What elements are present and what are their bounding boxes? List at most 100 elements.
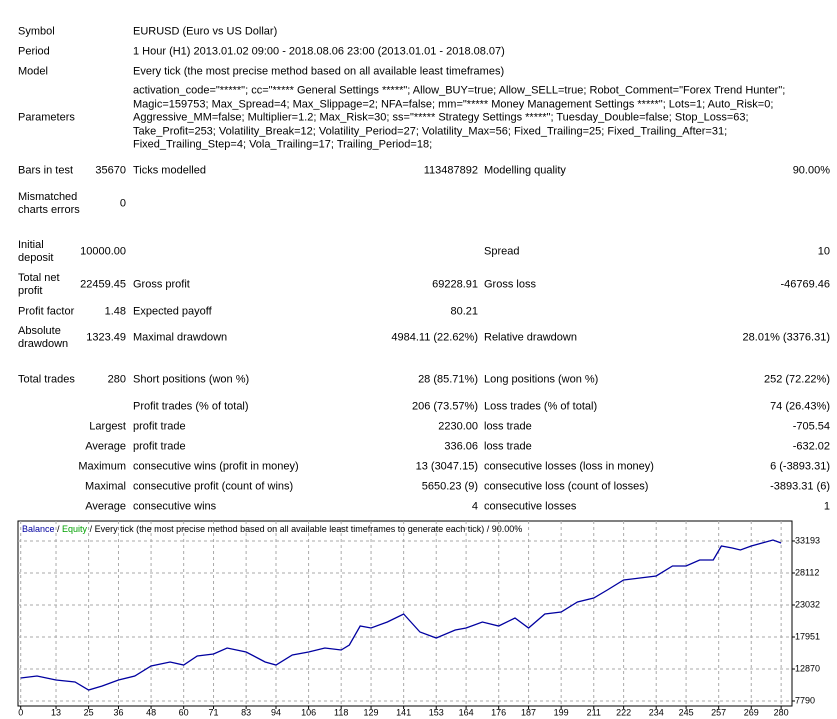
stat-label: consecutive losses — [484, 500, 577, 513]
stat-label: Spread — [484, 245, 520, 258]
stat-label: loss trade — [484, 440, 532, 453]
stat-label: consecutive losses (loss in money) — [484, 460, 654, 473]
stat-value: 80.21 — [450, 305, 478, 318]
x-tick-label: 60 — [179, 707, 189, 717]
x-tick-label: 94 — [271, 707, 281, 717]
y-tick-label: 23032 — [795, 599, 820, 609]
y-tick-label: 33193 — [795, 535, 820, 545]
stat-value: Average — [85, 500, 126, 513]
x-tick-label: 269 — [744, 707, 759, 717]
x-tick-label: 106 — [301, 707, 316, 717]
stat-value: 1323.49 — [86, 331, 126, 344]
stat-label: consecutive profit (count of wins) — [133, 480, 294, 493]
legend-equity: Equity — [62, 524, 88, 534]
stat-label: Profit factor — [18, 305, 75, 318]
info-value: 1 Hour (H1) 2013.01.02 09:00 - 2018.08.0… — [133, 45, 505, 58]
x-tick-label: 48 — [146, 707, 156, 717]
x-tick-label: 13 — [51, 707, 61, 717]
stat-value: 6 (-3893.31) — [770, 460, 830, 473]
info-value: EURUSD (Euro vs US Dollar) — [133, 25, 278, 38]
stat-label: consecutive wins (profit in money) — [133, 460, 299, 473]
x-tick-label: 199 — [554, 707, 569, 717]
chart-title: Balance / Equity / Every tick (the most … — [22, 524, 522, 534]
info-value: Every tick (the most precise method base… — [133, 65, 505, 78]
stat-value: 336.06 — [444, 440, 478, 453]
title-text: Every tick (the most precise method base… — [95, 524, 523, 534]
stat-label: loss trade — [484, 420, 532, 433]
x-tick-label: 118 — [334, 707, 348, 717]
stat-value: 252 (72.22%) — [763, 373, 830, 386]
stat-value: 1 — [823, 500, 830, 513]
info-label: Symbol — [18, 25, 55, 38]
x-tick-label: 222 — [616, 707, 631, 717]
stat-label: Absolute drawdown — [18, 325, 69, 350]
x-tick-label: 83 — [241, 707, 251, 717]
y-tick-label: 17951 — [795, 631, 820, 641]
stat-value: 280 — [107, 373, 126, 386]
stat-label: consecutive wins — [133, 500, 217, 513]
stat-label: Initial deposit — [18, 239, 54, 264]
stat-value: 69228.91 — [432, 278, 478, 291]
stat-value: 90.00% — [792, 164, 830, 177]
x-tick-label: 153 — [429, 707, 444, 717]
stat-label: profit trade — [133, 440, 186, 453]
stat-label: Loss trades (% of total) — [484, 400, 598, 413]
stat-value: Maximal — [85, 480, 126, 493]
stat-label: Maximal drawdown — [133, 331, 228, 344]
x-tick-label: 187 — [521, 707, 536, 717]
stat-value: 10 — [817, 245, 830, 258]
stat-value: 35670 — [95, 164, 126, 177]
parameter-line: activation_code="*****"; cc="***** Gener… — [133, 84, 786, 97]
stat-value: 0 — [119, 197, 126, 210]
stat-value: -3893.31 (6) — [770, 480, 830, 493]
y-tick-label: 7790 — [795, 695, 815, 705]
stat-label: Gross loss — [484, 278, 536, 291]
stat-label: profit trade — [133, 420, 186, 433]
x-tick-label: 36 — [113, 707, 123, 717]
stat-label: Relative drawdown — [484, 331, 577, 344]
parameter-line: Take_Profit=253; Volatility_Break=12; Vo… — [133, 125, 728, 137]
parameter-line: Magic=159753; Max_Spread=4; Max_Slippage… — [133, 98, 774, 110]
x-tick-label: 176 — [491, 707, 506, 717]
stat-label: Ticks modelled — [133, 164, 206, 177]
stat-value: 28.01% (3376.31) — [742, 331, 830, 344]
x-tick-label: 211 — [587, 707, 601, 717]
y-tick-label: 28112 — [795, 567, 819, 577]
stat-value: 206 (73.57%) — [411, 400, 478, 413]
plot-area — [17, 520, 793, 707]
stat-label: Long positions (won %) — [484, 373, 599, 386]
stat-value: 74 (26.43%) — [770, 400, 830, 413]
info-label: Parameters — [18, 111, 75, 124]
x-tick-label: 71 — [209, 707, 219, 717]
title-separator: / — [55, 524, 63, 534]
stat-label: Gross profit — [133, 278, 190, 291]
stat-value: Average — [85, 440, 126, 453]
x-tick-label: 280 — [774, 707, 789, 717]
stat-value: -46769.46 — [780, 278, 830, 291]
x-tick-label: 234 — [649, 707, 664, 717]
stat-value: Maximum — [78, 460, 126, 473]
stat-label: Total net profit — [18, 272, 60, 297]
stat-value: -632.02 — [792, 440, 830, 453]
stat-label: Mismatched charts errors — [18, 191, 80, 216]
parameter-line: Fixed_Trailing_Step=4; Vola_Trailing=17;… — [133, 138, 433, 151]
stat-label: Short positions (won %) — [133, 373, 250, 386]
stat-value: 2230.00 — [438, 420, 478, 433]
x-tick-label: 245 — [679, 707, 694, 717]
info-label: Period — [18, 45, 50, 58]
stat-value: 22459.45 — [80, 278, 126, 291]
stat-label: Modelling quality — [484, 164, 566, 177]
stat-value: 10000.00 — [80, 245, 126, 258]
stat-value: Largest — [89, 420, 126, 433]
y-tick-label: 12870 — [795, 663, 820, 673]
stat-value: 1.48 — [104, 305, 126, 318]
stat-value: -705.54 — [792, 420, 830, 433]
info-label: Model — [18, 65, 48, 78]
x-tick-label: 141 — [396, 707, 411, 717]
x-tick-label: 164 — [459, 707, 474, 717]
stat-value: 113487892 — [423, 164, 478, 177]
x-tick-label: 25 — [84, 707, 94, 717]
stat-label: Expected payoff — [133, 305, 212, 318]
